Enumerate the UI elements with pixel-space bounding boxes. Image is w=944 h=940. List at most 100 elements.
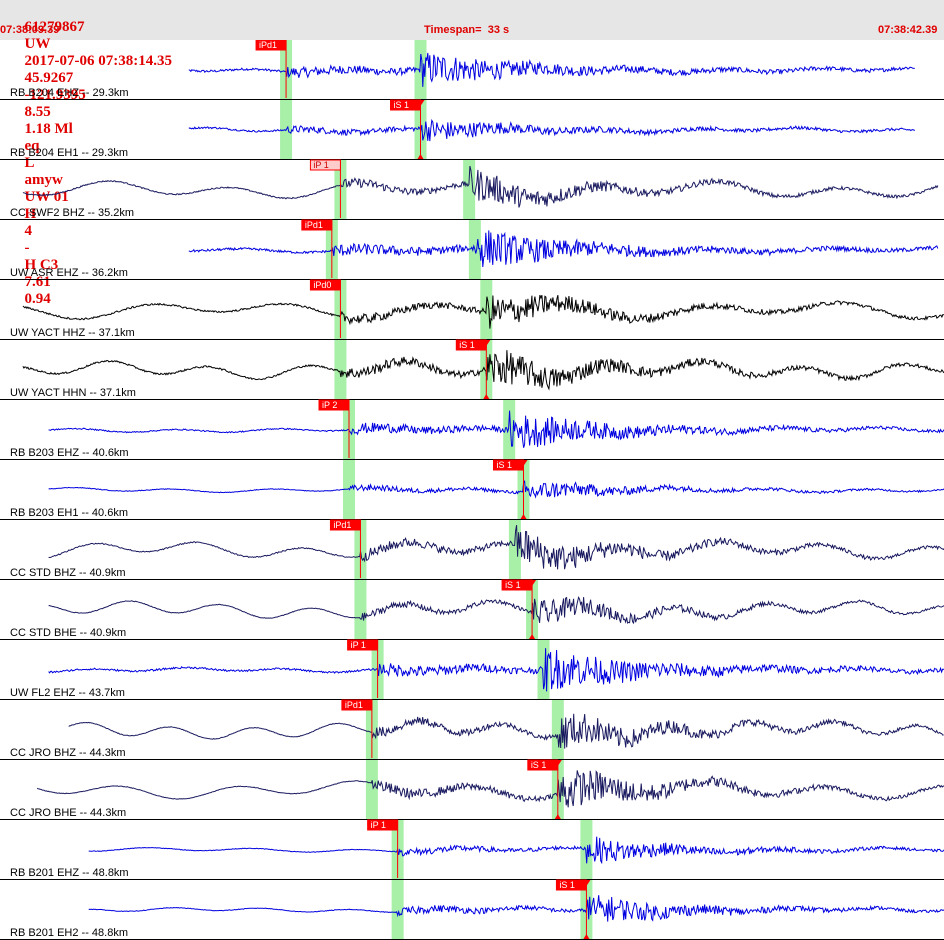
pick-window bbox=[414, 40, 427, 99]
channel-label: RB B201 EHZ -- 48.8km bbox=[10, 867, 129, 879]
pick-label: iP 1 bbox=[313, 160, 328, 170]
channel-label: CC JRO BHZ -- 44.3km bbox=[10, 747, 126, 759]
waveform-trace bbox=[188, 230, 939, 268]
waveform-trace bbox=[48, 410, 944, 448]
event-flag: - bbox=[24, 240, 30, 256]
trace-panel[interactable]: iP 1 RB B201 EHZ -- 48.8km bbox=[0, 819, 944, 880]
pick-label: iS 1 bbox=[559, 880, 575, 890]
event-source: UW 01 bbox=[24, 189, 69, 205]
trace-panel[interactable]: iS 1 CC STD BHE -- 40.9km bbox=[0, 579, 944, 640]
trace-panel[interactable]: iPd0 UW YACT HHZ -- 37.1km bbox=[0, 279, 944, 340]
waveform-trace bbox=[48, 596, 944, 625]
pick-label: iPd1 bbox=[345, 700, 363, 710]
channel-label: CC SWF2 BHZ -- 35.2km bbox=[10, 207, 134, 219]
pick-label: iS 1 bbox=[505, 580, 521, 590]
s-pick-triangle-top bbox=[519, 460, 528, 466]
event-network: UW bbox=[24, 36, 51, 52]
channel-label: CC STD BHZ -- 40.9km bbox=[10, 567, 126, 579]
s-pick-triangle-bottom bbox=[520, 514, 527, 519]
pick-label-box[interactable] bbox=[367, 819, 399, 831]
trace-panel[interactable]: iPd1 CC JRO BHZ -- 44.3km bbox=[0, 699, 944, 760]
trace-panel[interactable]: iS 1 UW YACT HHN -- 37.1km bbox=[0, 339, 944, 400]
s-pick-triangle-bottom bbox=[583, 934, 590, 939]
pick-label-box[interactable] bbox=[309, 279, 341, 291]
s-pick-triangle-top bbox=[482, 340, 491, 346]
trace-panels[interactable]: iPd1 RB B204 EHZ -- 29.3km iS 1 RB B204 EH1… bbox=[0, 40, 944, 940]
timespan-value: 33 s bbox=[487, 24, 510, 36]
pick-label: iP 1 bbox=[371, 820, 386, 830]
event-header: 61279867 UW 2017-07-06 07:38:14.35 45.92… bbox=[0, 0, 944, 307]
trace-panel[interactable]: iP 2 RB B203 EHZ -- 40.6km bbox=[0, 399, 944, 460]
pick-label-box[interactable] bbox=[329, 519, 361, 531]
channel-label: CC STD BHE -- 40.9km bbox=[10, 627, 126, 639]
event-depth: 8.55 bbox=[24, 104, 51, 120]
event-processing-state: H bbox=[24, 206, 37, 222]
pick-label-box[interactable] bbox=[347, 639, 379, 651]
trace-panel[interactable]: iP 1 UW FL2 EHZ -- 43.7km bbox=[0, 639, 944, 700]
trace-panel[interactable]: iP 1 CC SWF2 BHZ -- 35.2km bbox=[0, 159, 944, 220]
pick-window bbox=[508, 520, 521, 579]
window-start-time: 07:38:09.39 bbox=[0, 24, 60, 36]
pick-label: iP 1 bbox=[351, 640, 366, 650]
channel-label: UW YACT HHN -- 37.1km bbox=[10, 387, 136, 399]
event-type: eq bbox=[24, 138, 40, 154]
event-author: amyw bbox=[24, 172, 63, 188]
waveform-trace bbox=[48, 648, 944, 692]
s-pick-triangle-top bbox=[528, 580, 537, 586]
pick-label: iS 1 bbox=[394, 100, 410, 110]
event-quality: H C3 bbox=[24, 257, 59, 273]
channel-label: RB B204 EH1 -- 29.3km bbox=[10, 147, 128, 159]
event-value-2: 0.94 bbox=[24, 291, 51, 307]
window-end-time: 07:38:42.39 bbox=[878, 24, 938, 36]
channel-label: RB B204 EHZ -- 29.3km bbox=[10, 87, 129, 99]
channel-label: UW ASR EHZ -- 36.2km bbox=[10, 267, 128, 279]
event-magnitude: 1.18 Ml bbox=[24, 121, 73, 137]
pick-label-box[interactable] bbox=[255, 40, 287, 51]
s-pick-triangle-top bbox=[553, 760, 562, 766]
trace-panel[interactable]: iPd1 UW ASR EHZ -- 36.2km bbox=[0, 219, 944, 280]
channel-label: UW YACT HHZ -- 37.1km bbox=[10, 327, 135, 339]
channel-label: RB B201 EH2 -- 48.8km bbox=[10, 927, 128, 939]
trace-panel[interactable]: iPd1 CC STD BHZ -- 40.9km bbox=[0, 519, 944, 580]
s-pick-triangle-bottom bbox=[529, 634, 536, 639]
event-latitude: 45.9267 bbox=[24, 70, 74, 86]
trace-panel[interactable]: iPd1 RB B204 EHZ -- 29.3km bbox=[0, 40, 944, 100]
pick-label: iS 1 bbox=[496, 460, 512, 470]
pick-label: iS 1 bbox=[459, 340, 475, 350]
event-version: 4 bbox=[24, 223, 33, 239]
pick-window bbox=[354, 580, 367, 639]
pick-label-box[interactable] bbox=[341, 699, 373, 711]
channel-label: RB B203 EHZ -- 40.6km bbox=[10, 447, 129, 459]
event-value-1: 7.61 bbox=[24, 274, 51, 290]
waveform-trace bbox=[22, 350, 944, 391]
pick-label: iP 2 bbox=[322, 400, 337, 410]
pick-label-box[interactable] bbox=[301, 219, 333, 231]
pick-label: iS 1 bbox=[531, 760, 547, 770]
channel-label: CC JRO BHE -- 44.3km bbox=[10, 807, 126, 819]
s-pick-triangle-top bbox=[416, 100, 425, 106]
trace-panel[interactable]: iS 1 RB B201 EH2 -- 48.8km bbox=[0, 879, 944, 940]
pick-label: iPd1 bbox=[259, 40, 277, 50]
pick-label-box[interactable] bbox=[318, 399, 350, 411]
pick-label: iPd0 bbox=[313, 280, 331, 290]
timespan-label: Timespan= bbox=[424, 24, 482, 36]
event-origin-time: 2017-07-06 07:38:14.35 bbox=[24, 53, 172, 69]
trace-panel[interactable]: iS 1 RB B203 EH1 -- 40.6km bbox=[0, 459, 944, 520]
pick-label: iPd1 bbox=[305, 220, 323, 230]
pick-window bbox=[334, 340, 347, 399]
waveform-trace bbox=[188, 52, 915, 87]
waveform-trace bbox=[48, 525, 944, 570]
waveform-trace bbox=[68, 713, 944, 749]
event-id: 61279867 bbox=[24, 19, 85, 35]
pick-window bbox=[580, 820, 593, 879]
trace-panel[interactable]: iS 1 RB B204 EH1 -- 29.3km bbox=[0, 99, 944, 160]
waveform-trace bbox=[48, 480, 944, 499]
s-pick-triangle-bottom bbox=[483, 394, 490, 399]
event-summary-line: 61279867 UW 2017-07-06 07:38:14.35 45.92… bbox=[2, 2, 942, 307]
trace-panel[interactable]: iS 1 CC JRO BHE -- 44.3km bbox=[0, 759, 944, 820]
waveform-trace bbox=[22, 165, 939, 208]
pick-label-box[interactable] bbox=[309, 159, 341, 171]
pick-window bbox=[365, 760, 378, 819]
channel-label: UW FL2 EHZ -- 43.7km bbox=[10, 687, 125, 699]
